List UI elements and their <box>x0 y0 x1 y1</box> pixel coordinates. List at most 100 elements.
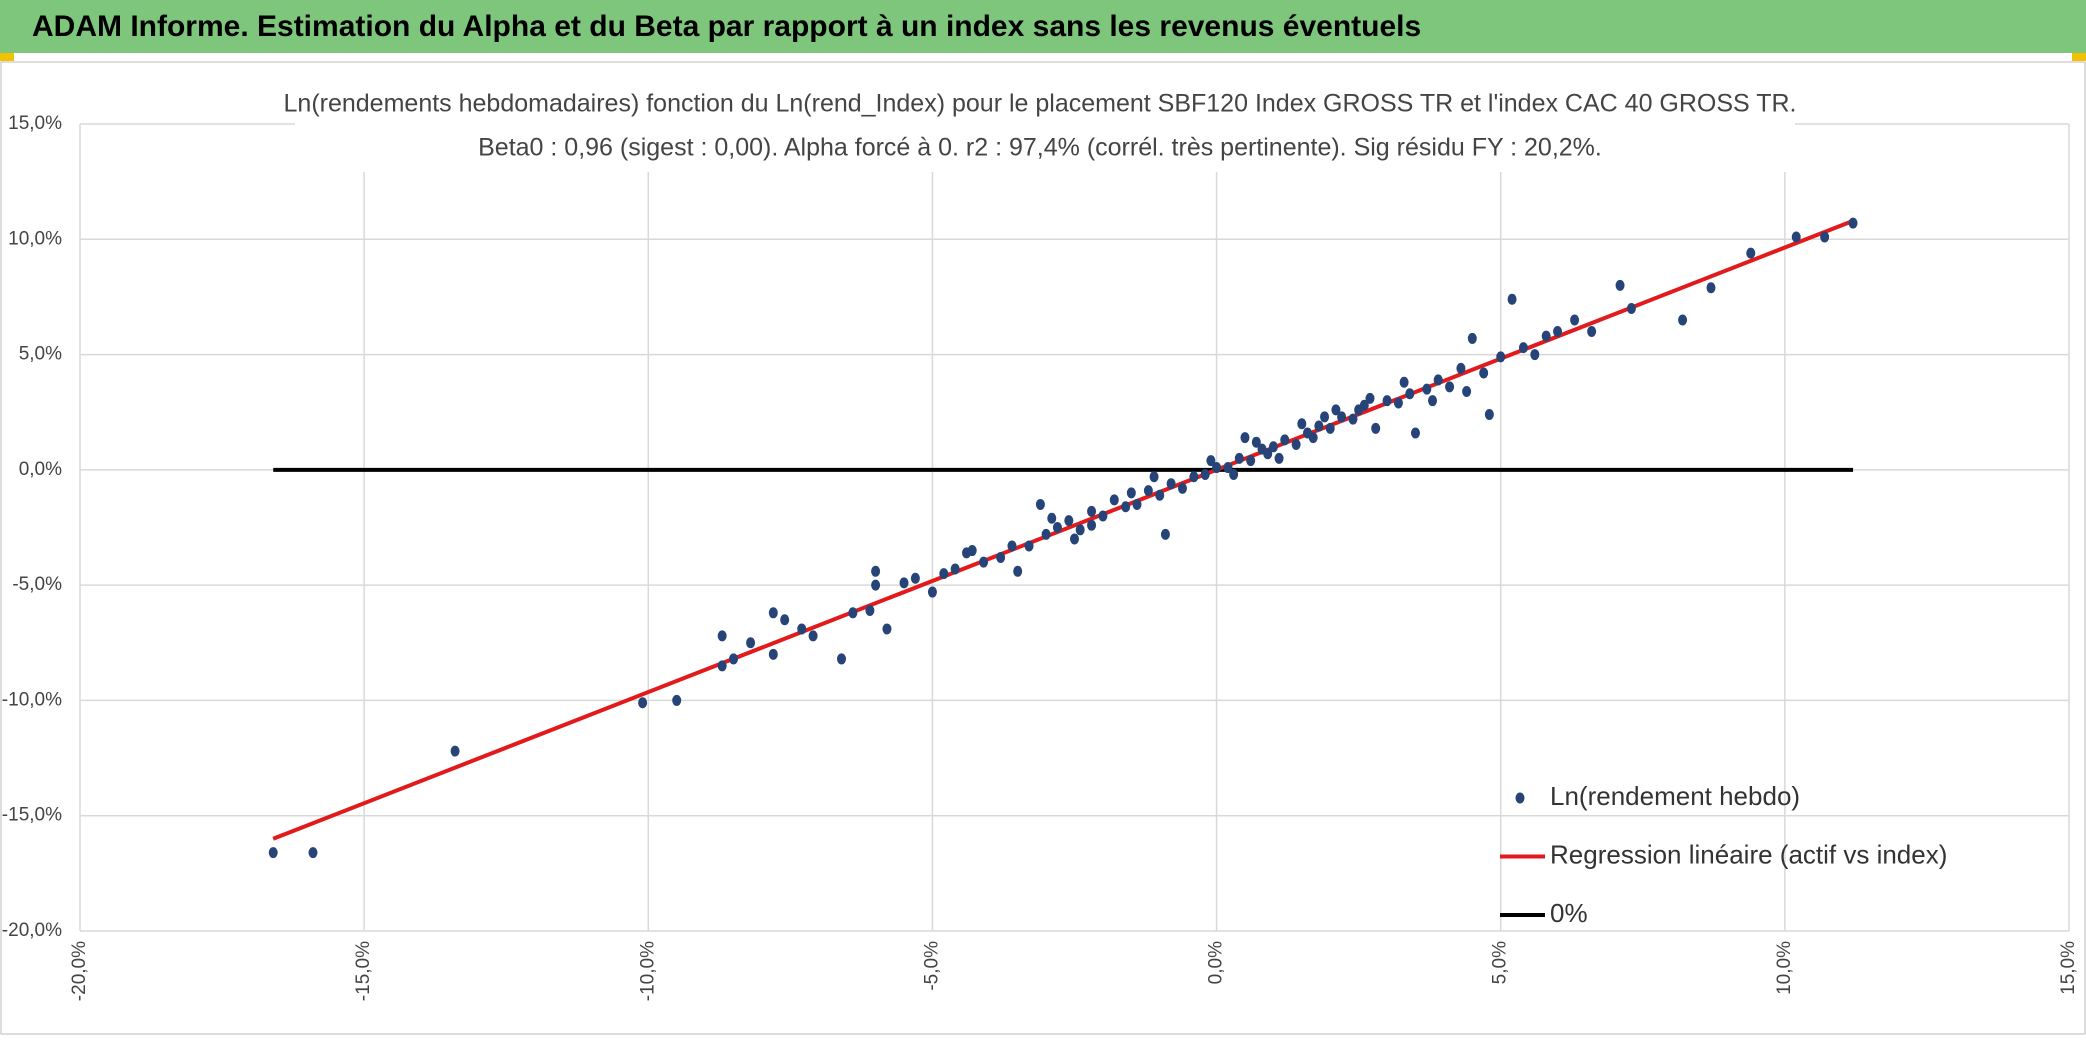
scatter-point <box>1251 436 1261 448</box>
scatter-point <box>1206 455 1216 467</box>
scatter-point <box>1820 231 1830 243</box>
scatter-point <box>1246 455 1256 467</box>
scatter-point <box>1087 519 1097 531</box>
scatter-point <box>1320 411 1330 423</box>
legend-marker <box>1515 792 1525 804</box>
scatter-point <box>1041 528 1051 540</box>
scatter-point <box>1678 314 1688 326</box>
scatter-point <box>927 586 937 598</box>
x-tick-label: -10,0% <box>637 941 658 1001</box>
scatter-point <box>450 745 460 757</box>
scatter-point <box>1070 533 1079 545</box>
scatter-point <box>910 572 920 584</box>
scatter-point <box>1393 397 1403 409</box>
corner <box>2072 53 2086 61</box>
line-series <box>272 218 1854 841</box>
scatter-point <box>268 847 278 859</box>
scatter-point <box>1456 362 1466 374</box>
scatter-point <box>308 847 318 859</box>
scatter-point <box>899 577 909 589</box>
scatter-point <box>717 630 727 642</box>
scatter-point <box>808 630 818 642</box>
scatter-point <box>1382 395 1392 407</box>
x-tick-label: 5,0% <box>1490 941 1511 984</box>
y-tick-label: -20,0% <box>2 920 62 941</box>
scatter-point <box>1422 383 1432 395</box>
legend-label: 0% <box>1550 898 1588 928</box>
scatter-point <box>1035 498 1045 510</box>
scatter-point <box>1280 434 1290 446</box>
scatter-point <box>1365 392 1375 404</box>
y-tick-label: -10,0% <box>2 689 62 710</box>
scatter-point <box>1445 381 1455 393</box>
scatter-point <box>1484 409 1494 421</box>
corner <box>0 53 14 61</box>
scatter-point <box>672 694 682 706</box>
scatter-point <box>1553 326 1563 338</box>
title-bg <box>295 82 1795 172</box>
scatter-point <box>865 605 875 617</box>
scatter-point <box>1229 468 1239 480</box>
scatter-point <box>1433 374 1443 386</box>
scatter-point <box>1331 404 1341 416</box>
scatter-point <box>1087 505 1097 517</box>
scatter-point <box>979 556 989 568</box>
scatter-point <box>717 660 727 672</box>
y-tick-label: 15,0% <box>8 113 62 134</box>
scatter-point <box>768 607 778 619</box>
scatter-point <box>950 563 960 575</box>
scatter-point <box>746 637 756 649</box>
scatter-point <box>1706 282 1716 294</box>
x-tick-label: -15,0% <box>353 941 374 1001</box>
scatter-point <box>1291 438 1301 450</box>
scatter-point <box>1314 420 1324 432</box>
scatter-point <box>1337 411 1347 423</box>
y-tick-label: 0,0% <box>19 459 62 480</box>
scatter-point <box>1570 314 1580 326</box>
scatter-point <box>1479 367 1489 379</box>
header-title: ADAM Informe. Estimation du Alpha et du … <box>32 10 1421 43</box>
scatter-point <box>1075 524 1085 536</box>
scatter-point <box>1274 452 1284 464</box>
x-tick-label: -20,0% <box>69 941 90 1001</box>
scatter-point <box>1200 468 1210 480</box>
scatter-point <box>1348 413 1358 425</box>
scatter-point <box>882 623 892 635</box>
scatter-point <box>1467 332 1477 344</box>
scatter-point <box>1615 279 1625 291</box>
scatter-point <box>1234 452 1244 464</box>
scatter-point <box>1177 482 1187 494</box>
scatter-point <box>871 579 881 591</box>
scatter-point <box>768 648 778 660</box>
scatter-point <box>1223 462 1233 474</box>
scatter-point <box>1371 422 1381 434</box>
scatter-point <box>1507 293 1517 305</box>
scatter-point <box>1155 489 1165 501</box>
scatter-point <box>962 547 972 559</box>
scatter-point <box>1126 487 1136 499</box>
scatter-point <box>1325 422 1335 434</box>
scatter-point <box>1626 302 1636 314</box>
scatter-point <box>1541 330 1551 342</box>
scatter-point <box>837 653 847 665</box>
scatter-point <box>1263 448 1273 460</box>
scatter-point <box>1462 385 1472 397</box>
scatter-point <box>1052 522 1062 533</box>
y-tick-label: 10,0% <box>8 228 62 249</box>
scatter-point <box>729 653 739 665</box>
scatter-point <box>1410 427 1420 439</box>
scatter-point <box>638 697 648 709</box>
scatter-point <box>1047 512 1057 524</box>
scatter-point <box>1297 418 1307 430</box>
scatter-point <box>797 623 807 635</box>
scatter-point <box>848 607 858 619</box>
scatter-point <box>1240 432 1250 444</box>
y-tick-label: -15,0% <box>2 805 62 826</box>
scatter-point <box>1160 528 1170 540</box>
scatter-point <box>1212 462 1222 474</box>
scatter-point <box>1064 515 1074 527</box>
x-tick-label: 0,0% <box>1206 941 1227 984</box>
scatter-point <box>780 614 790 626</box>
scatter-point <box>1121 501 1131 513</box>
